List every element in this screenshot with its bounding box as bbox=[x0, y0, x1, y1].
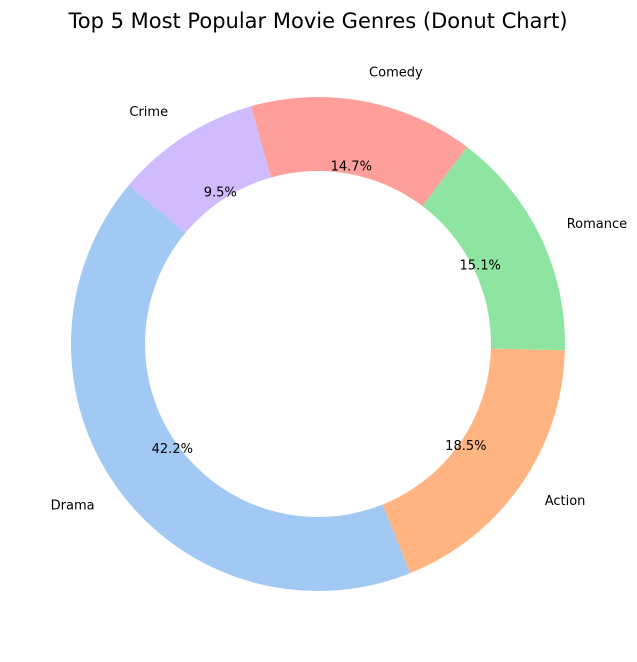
slice-label-romance: Romance bbox=[567, 217, 627, 232]
donut-slices bbox=[70, 97, 565, 592]
slice-crime bbox=[128, 106, 271, 233]
slice-comedy bbox=[250, 97, 468, 207]
pct-label-crime: 9.5% bbox=[204, 185, 237, 200]
slice-romance bbox=[422, 147, 565, 351]
slice-label-drama: Drama bbox=[51, 499, 95, 514]
slice-action bbox=[382, 348, 565, 574]
pct-label-romance: 15.1% bbox=[460, 258, 501, 273]
pct-label-comedy: 14.7% bbox=[331, 160, 372, 175]
pct-label-drama: 42.2% bbox=[152, 442, 193, 457]
slice-label-action: Action bbox=[545, 494, 586, 509]
slice-labels: Drama 42.2% Action 18.5% Romance 15.1% Comedy 1… bbox=[51, 65, 627, 513]
slice-drama bbox=[70, 185, 411, 592]
slice-label-crime: Crime bbox=[129, 105, 168, 120]
slice-label-comedy: Comedy bbox=[369, 65, 423, 80]
pct-label-action: 18.5% bbox=[445, 439, 486, 454]
chart-title: Top 5 Most Popular Movie Genres (Donut C… bbox=[67, 9, 567, 33]
